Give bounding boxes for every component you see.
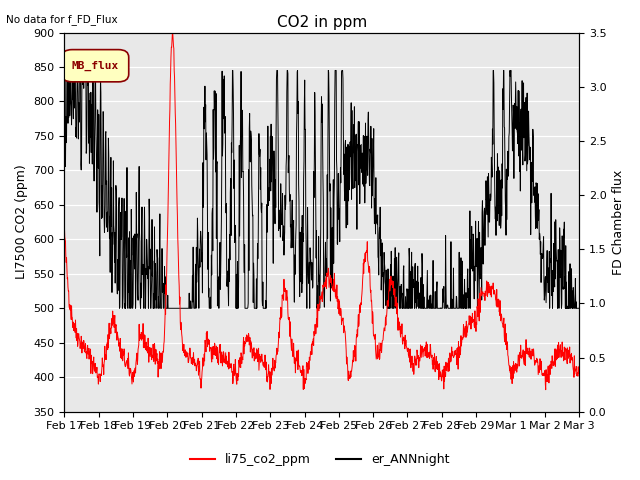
Y-axis label: FD Chamber flux: FD Chamber flux	[612, 169, 625, 275]
Y-axis label: LI7500 CO2 (ppm): LI7500 CO2 (ppm)	[15, 165, 28, 279]
Title: CO2 in ppm: CO2 in ppm	[276, 15, 367, 30]
Text: No data for f_FD_Flux: No data for f_FD_Flux	[6, 14, 118, 25]
Legend: li75_co2_ppm, er_ANNnight: li75_co2_ppm, er_ANNnight	[186, 448, 454, 471]
Text: MB_flux: MB_flux	[72, 60, 119, 71]
FancyBboxPatch shape	[62, 49, 129, 82]
